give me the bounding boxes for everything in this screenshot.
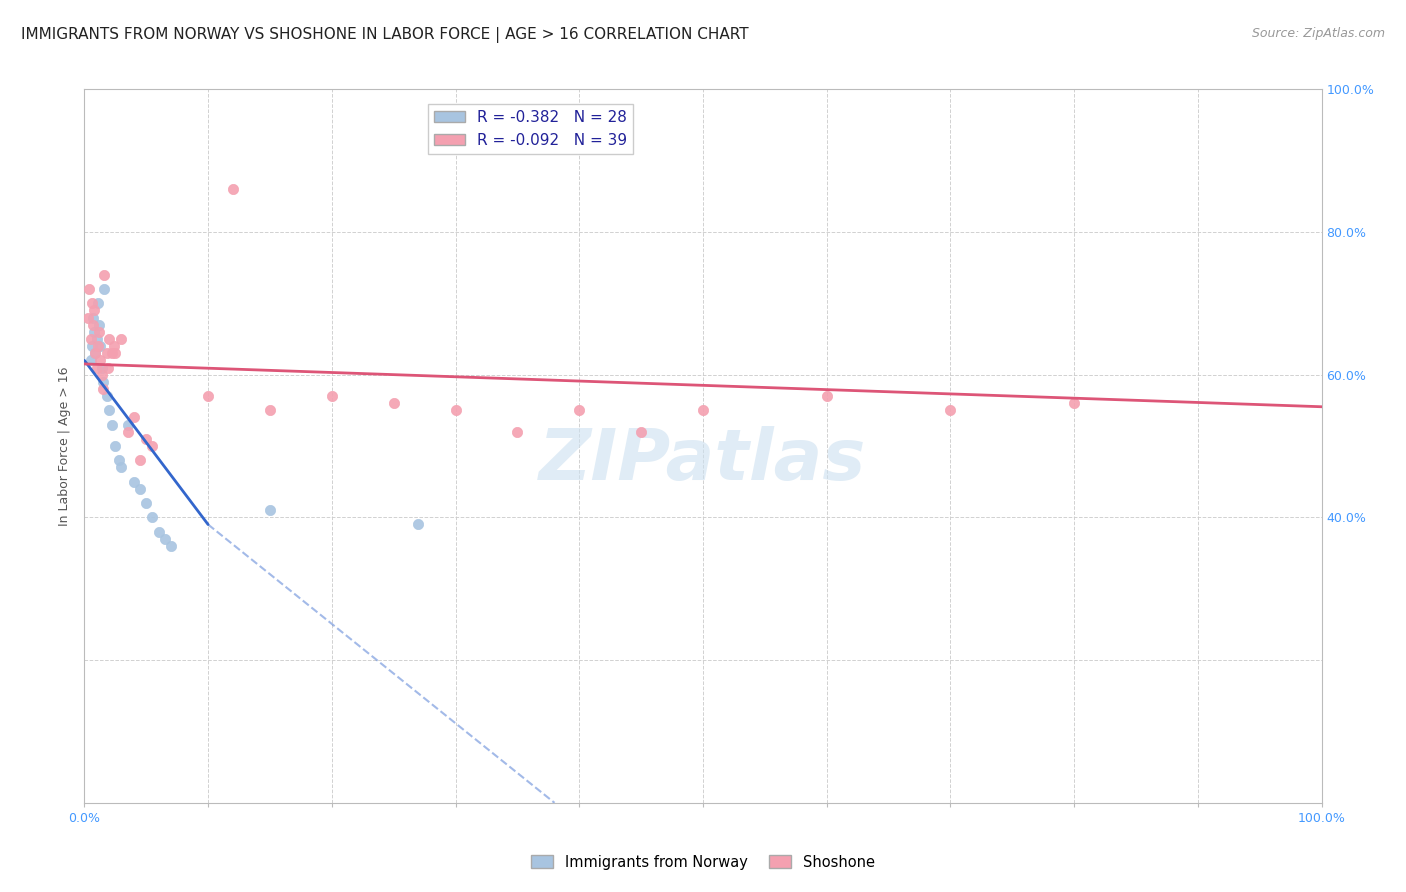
Point bbox=[80, 339, 103, 353]
Point bbox=[93, 268, 115, 282]
Point bbox=[129, 482, 152, 496]
Point bbox=[141, 510, 163, 524]
Point bbox=[160, 539, 183, 553]
Point bbox=[141, 439, 163, 453]
Point bbox=[148, 524, 170, 539]
Point bbox=[100, 346, 122, 360]
Point bbox=[82, 318, 104, 332]
Point bbox=[122, 475, 145, 489]
Point bbox=[86, 360, 108, 375]
Point bbox=[80, 296, 103, 310]
Point bbox=[117, 425, 139, 439]
Point bbox=[1063, 396, 1085, 410]
Point bbox=[86, 332, 108, 346]
Point bbox=[110, 460, 132, 475]
Point bbox=[129, 453, 152, 467]
Point bbox=[84, 346, 107, 360]
Point bbox=[98, 332, 121, 346]
Point bbox=[90, 360, 112, 375]
Point bbox=[382, 396, 405, 410]
Point bbox=[135, 496, 157, 510]
Point bbox=[90, 368, 112, 382]
Point bbox=[104, 346, 127, 360]
Point bbox=[153, 532, 176, 546]
Point bbox=[108, 453, 131, 467]
Point bbox=[197, 389, 219, 403]
Point bbox=[444, 403, 467, 417]
Text: ZIPatlas: ZIPatlas bbox=[540, 425, 866, 495]
Point bbox=[79, 332, 101, 346]
Point bbox=[259, 503, 281, 517]
Point bbox=[83, 303, 105, 318]
Point bbox=[87, 339, 110, 353]
Point bbox=[89, 339, 111, 353]
Point bbox=[79, 282, 101, 296]
Point bbox=[568, 403, 591, 417]
Point bbox=[77, 310, 100, 325]
Point bbox=[630, 425, 652, 439]
Legend: R = -0.382   N = 28, R = -0.092   N = 39: R = -0.382 N = 28, R = -0.092 N = 39 bbox=[429, 104, 634, 153]
Point bbox=[97, 360, 120, 375]
Legend: Immigrants from Norway, Shoshone: Immigrants from Norway, Shoshone bbox=[526, 849, 880, 876]
Point bbox=[91, 375, 114, 389]
Point bbox=[321, 389, 343, 403]
Point bbox=[259, 403, 281, 417]
Text: IMMIGRANTS FROM NORWAY VS SHOSHONE IN LABOR FORCE | AGE > 16 CORRELATION CHART: IMMIGRANTS FROM NORWAY VS SHOSHONE IN LA… bbox=[21, 27, 749, 43]
Point bbox=[110, 332, 132, 346]
Point bbox=[93, 282, 115, 296]
Point bbox=[89, 325, 111, 339]
Point bbox=[100, 417, 122, 432]
Point bbox=[135, 432, 157, 446]
Point bbox=[408, 517, 430, 532]
Point bbox=[96, 389, 118, 403]
Point bbox=[103, 339, 125, 353]
Text: Source: ZipAtlas.com: Source: ZipAtlas.com bbox=[1251, 27, 1385, 40]
Point bbox=[98, 403, 121, 417]
Point bbox=[91, 382, 114, 396]
Point bbox=[939, 403, 962, 417]
Point bbox=[117, 417, 139, 432]
Point bbox=[89, 353, 111, 368]
Point bbox=[84, 346, 107, 360]
Point bbox=[87, 296, 110, 310]
Point bbox=[506, 425, 529, 439]
Point bbox=[222, 182, 245, 196]
Point bbox=[82, 310, 104, 325]
Y-axis label: In Labor Force | Age > 16: In Labor Force | Age > 16 bbox=[58, 367, 72, 525]
Point bbox=[83, 325, 105, 339]
Point bbox=[815, 389, 838, 403]
Point bbox=[79, 353, 101, 368]
Point bbox=[692, 403, 714, 417]
Point bbox=[89, 318, 111, 332]
Point bbox=[96, 346, 118, 360]
Point bbox=[122, 410, 145, 425]
Point bbox=[104, 439, 127, 453]
